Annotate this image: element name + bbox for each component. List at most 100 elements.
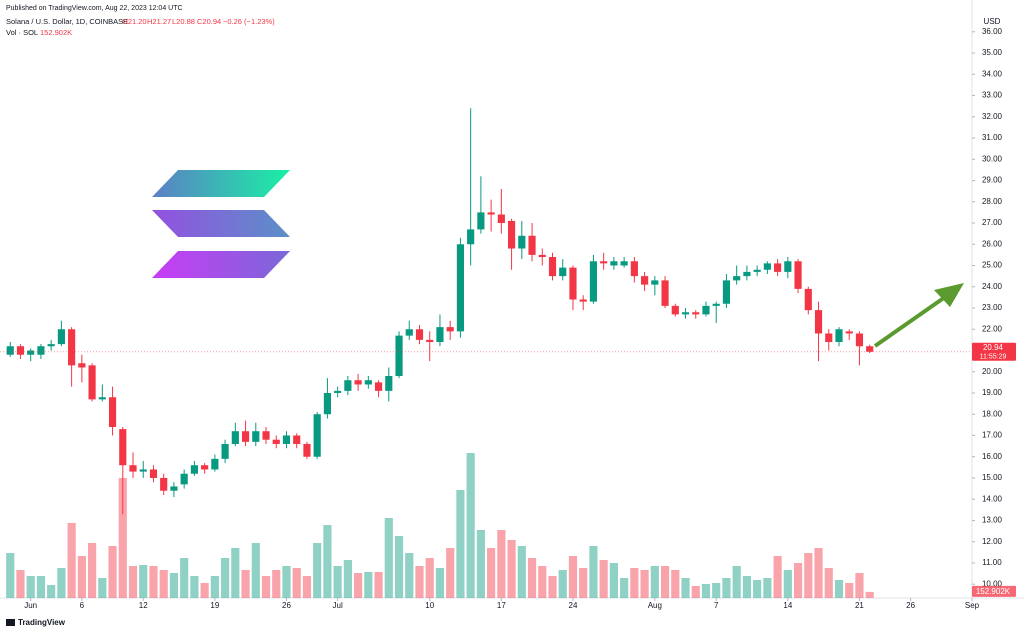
candle-body	[569, 267, 577, 300]
volume-bar	[517, 546, 526, 598]
y-tick-label: 26.00	[982, 239, 1003, 248]
y-tick-label: 15.00	[982, 473, 1003, 482]
price-axis-label: USD	[984, 17, 1001, 26]
candle-body	[190, 465, 198, 474]
volume-bar	[855, 573, 864, 598]
volume-bar	[47, 585, 56, 598]
x-tick-label: 19	[210, 601, 219, 610]
volume-bar	[527, 558, 537, 598]
volume-bar	[466, 453, 475, 598]
volume-bar	[548, 576, 557, 598]
y-tick-label: 30.00	[982, 154, 1003, 163]
candle-body	[651, 280, 659, 285]
volume-bar	[292, 568, 301, 598]
candle-body	[344, 380, 352, 391]
ohlc-change: −0.26 (−1.23%)	[223, 17, 275, 26]
volume-bar	[108, 546, 117, 598]
candle-body	[385, 375, 393, 391]
y-tick-label: 36.00	[982, 27, 1003, 36]
y-tick-label: 31.00	[982, 133, 1003, 142]
price-tag-box	[972, 342, 1016, 361]
volume-bar	[323, 525, 332, 598]
volume-bar	[834, 580, 844, 598]
candle-body	[313, 414, 321, 457]
volume-bar	[814, 548, 823, 598]
volume-bar	[712, 583, 721, 598]
candle-body	[866, 346, 874, 352]
candle-body	[681, 312, 690, 315]
candle-body	[855, 333, 864, 347]
candle-body	[702, 305, 710, 315]
candle-body	[170, 486, 178, 491]
x-tick-label: 12	[139, 601, 148, 610]
candle-body	[231, 431, 239, 444]
candle-body	[589, 261, 598, 302]
x-tick-label: Aug	[648, 601, 662, 610]
volume-bar	[773, 556, 782, 598]
volume-bar	[282, 566, 291, 598]
y-tick-label: 29.00	[982, 176, 1003, 185]
candle-body	[743, 271, 751, 277]
volume-bar	[446, 548, 455, 598]
volume-bar	[231, 548, 240, 598]
candle-body	[68, 329, 76, 366]
candle-body	[733, 276, 741, 281]
x-tick-label: 14	[783, 601, 792, 610]
candle-body	[446, 327, 454, 332]
x-tick-label: Jul	[333, 601, 343, 610]
volume-bar	[589, 546, 598, 598]
ohlc-low: L20.88	[172, 17, 195, 26]
volume-bar	[36, 576, 46, 598]
candle-body	[630, 261, 638, 277]
candle-body	[774, 263, 782, 272]
candle-body	[753, 269, 761, 272]
volume-bar	[241, 570, 250, 598]
candle-body	[426, 339, 434, 342]
countdown: 11:55:29	[980, 354, 1007, 361]
price-tag: 20.94	[983, 343, 1004, 352]
x-tick-label: 24	[569, 601, 578, 610]
x-tick-label: 17	[497, 601, 506, 610]
volume-bar	[763, 578, 772, 598]
volume-bar	[67, 523, 76, 598]
candle-body	[477, 212, 485, 230]
volume-bar	[435, 568, 445, 598]
candle-body	[497, 214, 505, 224]
candle-body	[241, 431, 250, 442]
candle-body	[160, 477, 168, 491]
candle-body	[78, 363, 86, 368]
y-tick-label: 18.00	[982, 409, 1003, 418]
candle-body	[252, 431, 260, 442]
candle-body	[323, 392, 331, 415]
y-tick-label: 34.00	[982, 69, 1003, 78]
candle-body	[180, 473, 188, 485]
candle-body	[149, 469, 158, 478]
volume-bar	[845, 583, 854, 598]
candle-body	[559, 267, 567, 277]
candle-body	[354, 380, 362, 385]
volume-bar	[804, 553, 813, 598]
footer-brand: TradingView	[18, 618, 66, 627]
x-tick-label: Sep	[965, 601, 980, 610]
volume-bar	[77, 556, 86, 598]
y-tick-label: 22.00	[982, 324, 1003, 333]
volume-bar	[415, 566, 424, 598]
volume-bar	[26, 576, 35, 598]
volume-bar	[620, 578, 629, 598]
candle-body	[129, 465, 137, 472]
volume-bar	[374, 572, 383, 598]
x-tick-label: 26	[906, 601, 915, 610]
volume-bar	[98, 578, 107, 598]
volume-bar	[251, 543, 260, 598]
y-tick-label: 19.00	[982, 388, 1003, 397]
y-tick-label: 16.00	[982, 452, 1003, 461]
volume-bar	[6, 553, 15, 598]
x-tick-label: 7	[714, 601, 719, 610]
volume-bar	[701, 584, 711, 598]
x-tick-label: 10	[425, 601, 434, 610]
candle-body	[37, 346, 45, 355]
volume-bar	[742, 576, 751, 598]
candle-body	[600, 261, 608, 264]
candle-body	[722, 280, 731, 304]
